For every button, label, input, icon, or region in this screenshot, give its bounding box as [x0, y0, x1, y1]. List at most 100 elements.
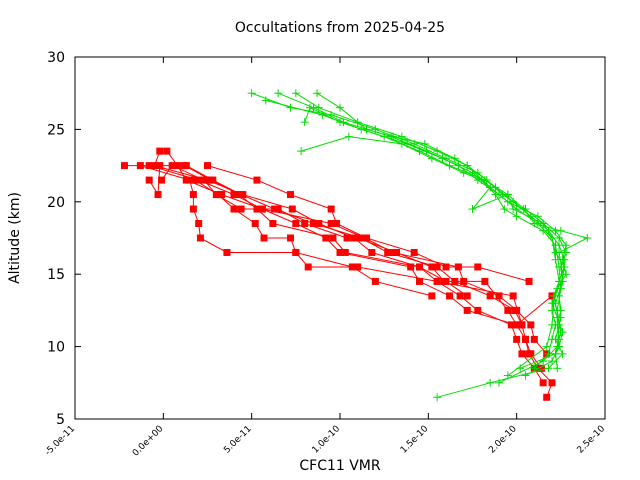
data-point	[481, 277, 489, 285]
series-16	[313, 89, 564, 380]
series-layer	[120, 89, 592, 402]
data-point	[428, 263, 436, 271]
data-point	[195, 220, 203, 228]
data-point	[495, 292, 503, 300]
y-tick-label: 15	[47, 267, 65, 283]
data-point	[151, 162, 158, 170]
data-point	[354, 263, 362, 271]
data-point	[527, 321, 535, 329]
data-point	[420, 139, 429, 148]
data-point	[519, 205, 528, 214]
data-point	[189, 205, 197, 213]
data-point	[427, 154, 436, 163]
data-point	[329, 234, 337, 242]
x-axis: -5.0e-11 0.0e+00 5.0e-11 1.0e-10 1.5e-10 2.0e…	[43, 57, 607, 459]
data-point	[189, 191, 197, 199]
data-point	[357, 234, 365, 242]
data-point	[343, 234, 351, 242]
data-point	[363, 234, 370, 242]
data-point	[389, 248, 397, 256]
data-point	[292, 220, 300, 228]
data-point	[463, 306, 471, 314]
data-point	[544, 364, 553, 373]
data-point	[274, 89, 283, 98]
data-point	[442, 277, 450, 285]
data-point	[362, 125, 371, 134]
data-point	[156, 147, 164, 155]
data-point	[327, 220, 335, 228]
data-point	[230, 191, 238, 199]
data-point	[214, 191, 222, 199]
data-point	[556, 284, 565, 293]
series-14	[300, 103, 592, 402]
data-point	[120, 162, 128, 170]
y-axis-label: Altitude (km)	[7, 192, 23, 284]
data-point	[344, 132, 353, 141]
y-tick-label: 20	[47, 195, 65, 211]
data-point	[513, 306, 521, 314]
data-point	[509, 292, 517, 300]
data-point	[521, 371, 530, 380]
data-point	[543, 393, 551, 401]
data-point	[583, 234, 592, 242]
data-point	[253, 205, 261, 213]
data-point	[407, 263, 415, 271]
data-point	[509, 205, 518, 214]
data-point	[341, 248, 349, 256]
data-point	[486, 378, 495, 387]
data-point	[145, 162, 153, 170]
data-point	[195, 176, 203, 184]
data-point	[305, 103, 314, 112]
data-point	[518, 321, 526, 329]
data-point	[191, 176, 199, 184]
data-point	[507, 321, 515, 329]
data-point	[553, 306, 562, 315]
data-point	[537, 364, 545, 372]
data-point	[553, 364, 562, 373]
data-point	[136, 162, 144, 170]
data-point	[551, 255, 560, 264]
data-point	[297, 147, 306, 156]
data-point	[163, 147, 171, 155]
data-point	[269, 220, 277, 228]
data-point	[556, 328, 565, 337]
data-point	[145, 176, 153, 184]
data-point	[562, 248, 571, 257]
series-line	[161, 164, 553, 326]
series-4	[120, 162, 551, 358]
data-point	[287, 234, 295, 242]
data-point	[154, 191, 162, 199]
data-point	[371, 277, 379, 285]
data-point	[181, 162, 189, 170]
data-point	[525, 277, 533, 285]
data-point	[200, 176, 208, 184]
data-point	[539, 226, 548, 235]
y-axis: 5 10 15 20 25 30	[47, 50, 605, 428]
data-point	[354, 234, 362, 242]
data-point	[503, 190, 512, 199]
data-point	[158, 176, 166, 184]
data-point	[322, 234, 330, 242]
data-point	[416, 277, 423, 285]
data-point	[348, 263, 356, 271]
data-point	[304, 263, 312, 271]
series-line	[265, 99, 567, 377]
series-line	[207, 165, 530, 282]
data-point	[446, 292, 454, 300]
data-point	[539, 219, 548, 228]
data-point	[186, 176, 194, 184]
data-point	[456, 292, 464, 300]
y-tick-label: 5	[56, 412, 65, 428]
data-point	[315, 220, 323, 228]
x-axis-label: CFC11 VMR	[299, 458, 381, 474]
data-point	[542, 342, 551, 351]
data-point	[393, 248, 401, 256]
series-8	[136, 162, 436, 300]
series-line	[166, 150, 553, 398]
data-point	[287, 191, 295, 199]
data-point	[300, 118, 309, 127]
data-point	[556, 226, 565, 235]
x-tick-label: 2.5e-10	[576, 424, 608, 456]
data-point	[384, 248, 392, 256]
series-15	[297, 132, 565, 373]
